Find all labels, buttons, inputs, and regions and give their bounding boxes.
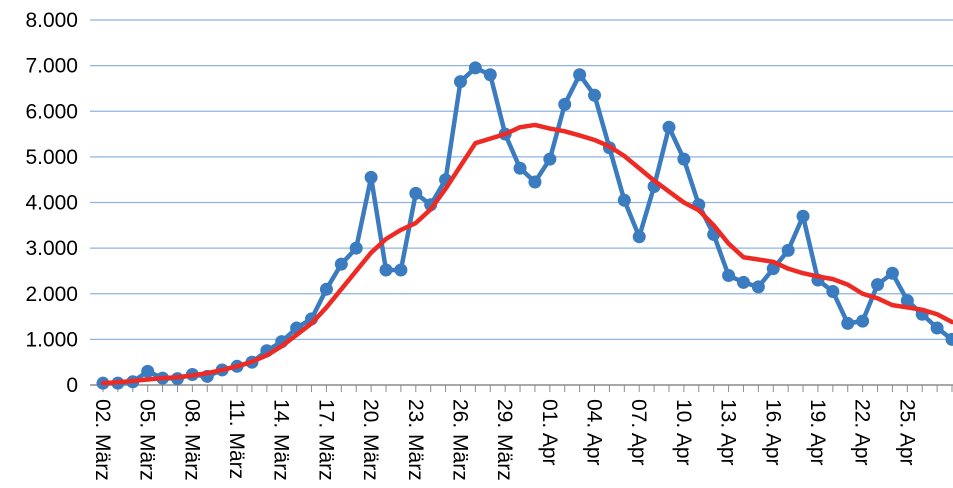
x-tick-label: 22. Apr (851, 399, 874, 466)
series-1-point (856, 314, 870, 328)
series-1-line (100, 65, 953, 386)
series-1-point (632, 230, 646, 244)
series-1-point (349, 241, 363, 255)
x-tick-label: 20. März (359, 399, 382, 481)
series-1-point (736, 275, 750, 289)
x-tick-label: 10. Apr (672, 399, 695, 466)
x-tick-label: 02. März (91, 399, 114, 481)
x-tick-label: 25. Apr (895, 399, 918, 466)
series-1-point (409, 186, 423, 200)
series-1-point (588, 88, 602, 102)
series-1-point (483, 68, 497, 82)
y-tick-label: 0 (66, 374, 78, 397)
series-group (96, 61, 953, 390)
series-1-point (319, 282, 333, 296)
x-axis-ticks: 02. März 05. März 08. März 11. März 14. März… (91, 399, 918, 481)
x-tick-label: 11. März (225, 399, 248, 479)
x-tick-label: 29. März (493, 399, 516, 481)
series-1-point (796, 209, 810, 223)
y-tick-label: 6.000 (25, 100, 78, 123)
series-1-point (141, 364, 155, 378)
x-tick-label: 26. März (448, 399, 471, 481)
series-1-point (543, 152, 557, 166)
x-tick-label: 16. Apr (761, 399, 784, 466)
series-1-point (662, 120, 676, 134)
series-1-point (677, 152, 691, 166)
series-1-point (841, 316, 855, 330)
series-1-point (468, 61, 482, 75)
y-axis-ticks: 0 1.000 2.000 3.000 4.000 5.000 6.000 7.000 8.00… (25, 9, 78, 397)
series-1-point (781, 243, 795, 257)
x-tick-label: 19. Apr (806, 399, 829, 466)
series-1-point (558, 97, 572, 111)
x-tick-label: 05. März (136, 399, 159, 481)
x-tick-label: 14. März (270, 399, 293, 481)
x-tick-label: 01. Apr (538, 399, 561, 466)
series-1-point (945, 332, 953, 346)
series-2-line (100, 122, 953, 386)
x-tick-label: 04. Apr (583, 399, 606, 466)
y-tick-label: 3.000 (25, 237, 78, 260)
y-tick-label: 4.000 (25, 192, 78, 215)
series-1-point (617, 193, 631, 207)
series-1-point (394, 263, 408, 277)
x-tick-label: 07. Apr (627, 399, 650, 466)
series-1-point (900, 294, 914, 308)
x-axis (90, 384, 953, 392)
series-1-point (930, 321, 944, 335)
x-tick-label: 23. März (404, 399, 427, 481)
y-tick-label: 2.000 (25, 283, 78, 306)
series-1-point (364, 170, 378, 184)
gridlines (90, 19, 953, 340)
series-1-point (871, 278, 885, 292)
x-tick-label: 17. März (314, 399, 337, 481)
series-1-point (528, 175, 542, 189)
series-1-point (722, 269, 736, 282)
y-tick-label: 8.000 (25, 9, 78, 32)
series-1-point (573, 68, 587, 82)
x-tick-label: 13. Apr (717, 399, 740, 466)
y-tick-label: 1.000 (25, 328, 78, 351)
series-1-point (751, 280, 765, 294)
y-tick-label: 7.000 (25, 55, 78, 78)
series-1-point (334, 257, 348, 271)
x-tick-label: 08. März (180, 399, 203, 481)
series-1-point (826, 284, 840, 298)
series-1-point (453, 75, 467, 89)
series-1-point (513, 161, 527, 175)
series-1-point (379, 263, 393, 277)
series-1-point (885, 266, 899, 280)
y-tick-label: 5.000 (25, 146, 78, 169)
